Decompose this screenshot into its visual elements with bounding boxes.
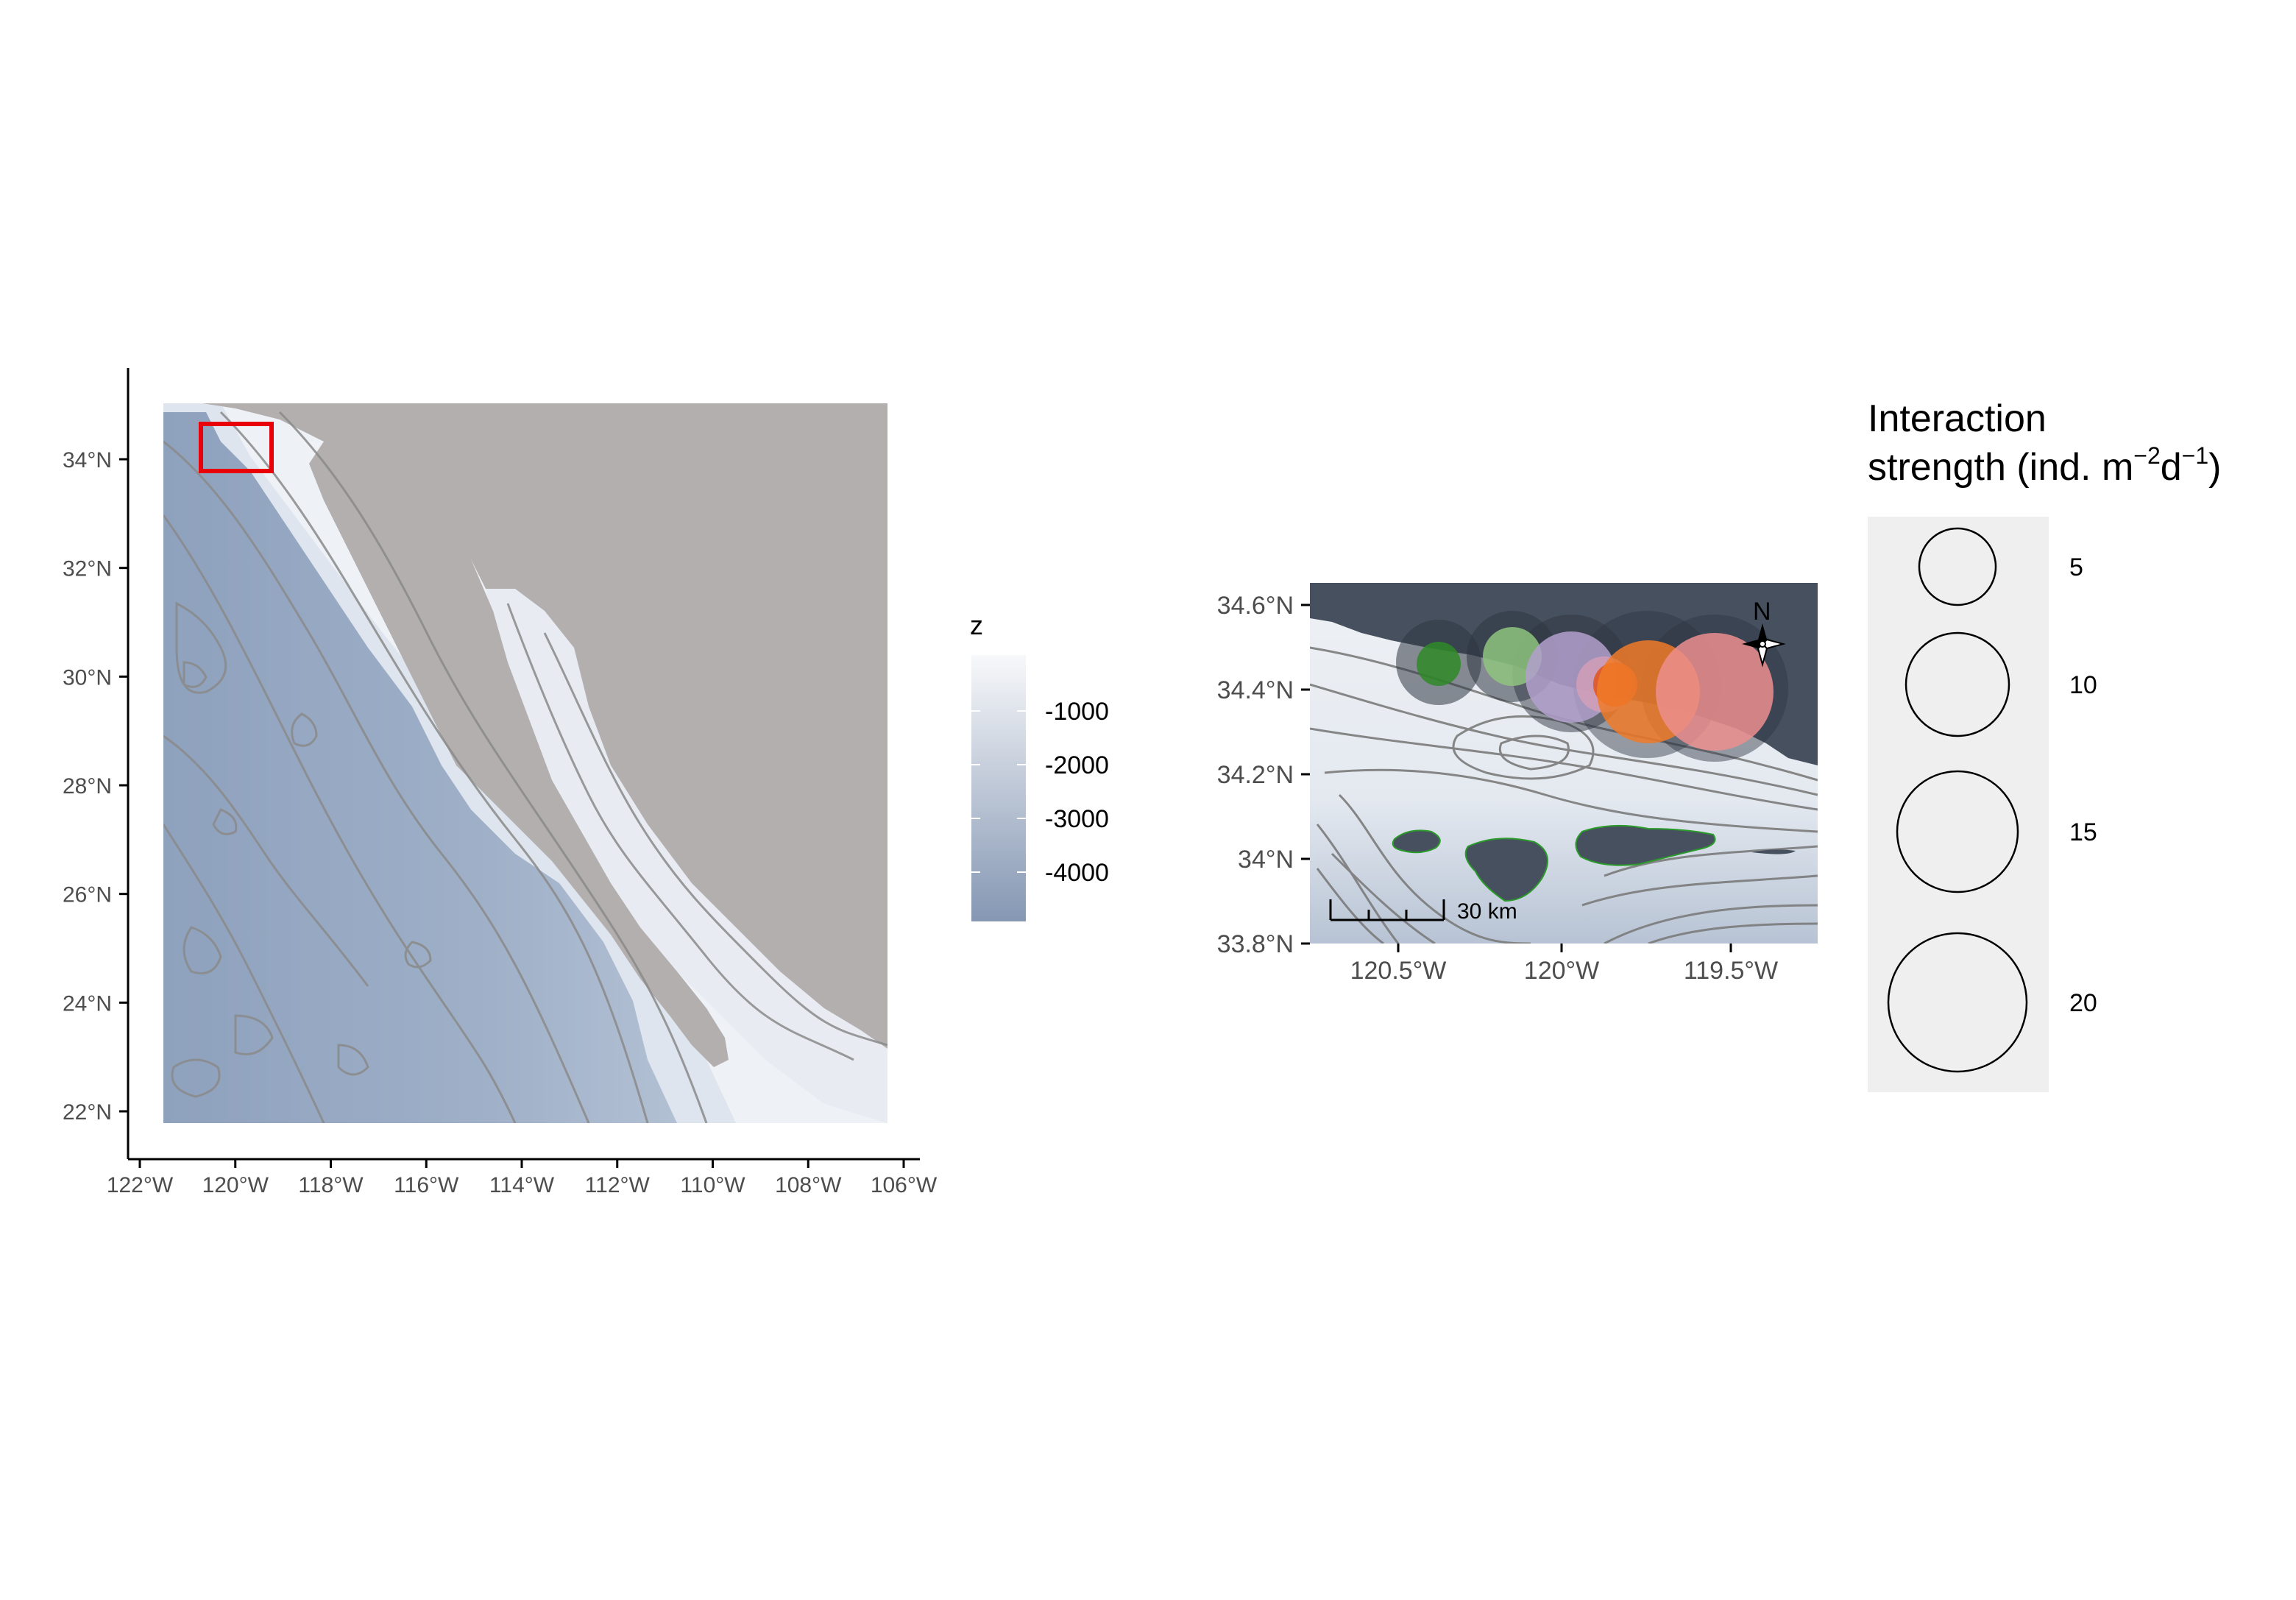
inset-y-tick-label: 33.8°N [1217, 930, 1294, 958]
overview-x-ticks: 122°W 120°W 118°W 116°W 114°W 112°W 110°W 108°W… [107, 1159, 938, 1197]
size-legend-label: 20 [2069, 989, 2097, 1017]
overview-y-tick-label: 28°N [63, 774, 112, 799]
overview-x-tick-label: 108°W [775, 1173, 842, 1197]
depth-legend-label: -4000 [1045, 859, 1109, 887]
overview-x-tick-label: 114°W [489, 1173, 555, 1197]
inset-y-tick-label: 34.4°N [1217, 676, 1294, 704]
size-legend-circle-10 [1905, 631, 2010, 737]
overview-x-tick-label: 110°W [680, 1173, 745, 1197]
depth-legend: z -1000 -2000 -3000 -4000 [970, 610, 1109, 921]
size-legend-label: 15 [2069, 818, 2097, 846]
depth-legend-label: -1000 [1045, 698, 1109, 726]
inset-x-tick-label: 120.5°W [1350, 957, 1447, 985]
size-legend-circle-5 [1918, 527, 1997, 606]
depth-legend-ticks: -1000 -2000 -3000 -4000 [971, 698, 1109, 887]
overview-y-tick-label: 24°N [63, 991, 112, 1016]
overview-land-baja [309, 442, 729, 1067]
bubble-green-dark [1417, 642, 1461, 686]
north-arrow-label: N [1753, 598, 1771, 626]
inset-y-tick-label: 34.6°N [1217, 592, 1294, 620]
overview-y-tick-label: 26°N [63, 883, 112, 907]
overview-contours [163, 411, 887, 1123]
size-legend-title-line1: Interaction [1868, 397, 2047, 440]
size-legend-labels: 5 10 15 20 [2069, 553, 2097, 1017]
inset-y-tick-label: 34°N [1238, 846, 1294, 874]
overview-x-tick-label: 112°W [585, 1173, 651, 1197]
inset-y-ticks: 34.6°N 34.4°N 34.2°N 34°N 33.8°N [1217, 592, 1310, 958]
scale-bar [1329, 899, 1445, 921]
overview-x-tick-label: 120°W [202, 1173, 269, 1197]
depth-legend-title: z [970, 610, 983, 640]
inset-island-santa-cruz [1575, 824, 1716, 866]
overview-x-tick-label: 106°W [871, 1173, 938, 1197]
size-legend-circle-20 [1887, 932, 2028, 1073]
inset-island-santa-rosa [1464, 838, 1548, 902]
overview-map: 22°N24°N26°N28°N30°N32°N34°N 122°W 120°W 1… [63, 368, 938, 1197]
size-legend-title-line2: strength (ind. m−2d−1) [1868, 442, 2221, 489]
inset-island-san-miguel [1392, 829, 1441, 854]
depth-legend-colorbar [971, 655, 1026, 921]
overview-land-mainland [202, 403, 887, 1049]
depth-legend-label: -2000 [1045, 751, 1109, 779]
overview-y-ticks: 22°N 24°N 26°N 28°N 30°N 32°N 34°N [63, 448, 128, 1125]
overview-x-tick-label: 116°W [394, 1173, 459, 1197]
size-legend-circle-15 [1896, 770, 2019, 893]
inset-location-box [199, 422, 274, 473]
overview-x-tick-label: 122°W [107, 1173, 174, 1197]
inset-x-tick-label: 120°W [1524, 957, 1599, 985]
size-legend-label: 5 [2069, 553, 2083, 581]
bubble-red [1656, 633, 1774, 751]
interaction-bubbles [1396, 611, 1788, 762]
inset-map: N 30 km 34.6°N 34.4°N 34.2°N 34°N 33.8°N 120… [1217, 583, 1818, 985]
overview-y-tick-label: 32°N [63, 557, 112, 581]
overview-x-tick-label: 118°W [298, 1173, 364, 1197]
overview-y-tick-label: 34°N [63, 448, 112, 472]
size-legend-label: 10 [2069, 671, 2097, 699]
inset-x-tick-label: 119.5°W [1684, 957, 1778, 985]
size-legend: Interaction strength (ind. m−2d−1) 5 10 15… [1868, 397, 2221, 1092]
scale-bar-label: 30 km [1457, 899, 1517, 924]
inset-x-ticks: 120.5°W 120°W 119.5°W [1350, 944, 1778, 985]
depth-legend-label: -3000 [1045, 805, 1109, 833]
overview-y-tick-label: 30°N [63, 665, 112, 690]
compass-rose-icon [1742, 623, 1786, 668]
inset-island-anacapa [1751, 849, 1796, 854]
inset-y-tick-label: 34.2°N [1217, 761, 1294, 789]
overview-y-tick-label: 22°N [63, 1100, 112, 1125]
